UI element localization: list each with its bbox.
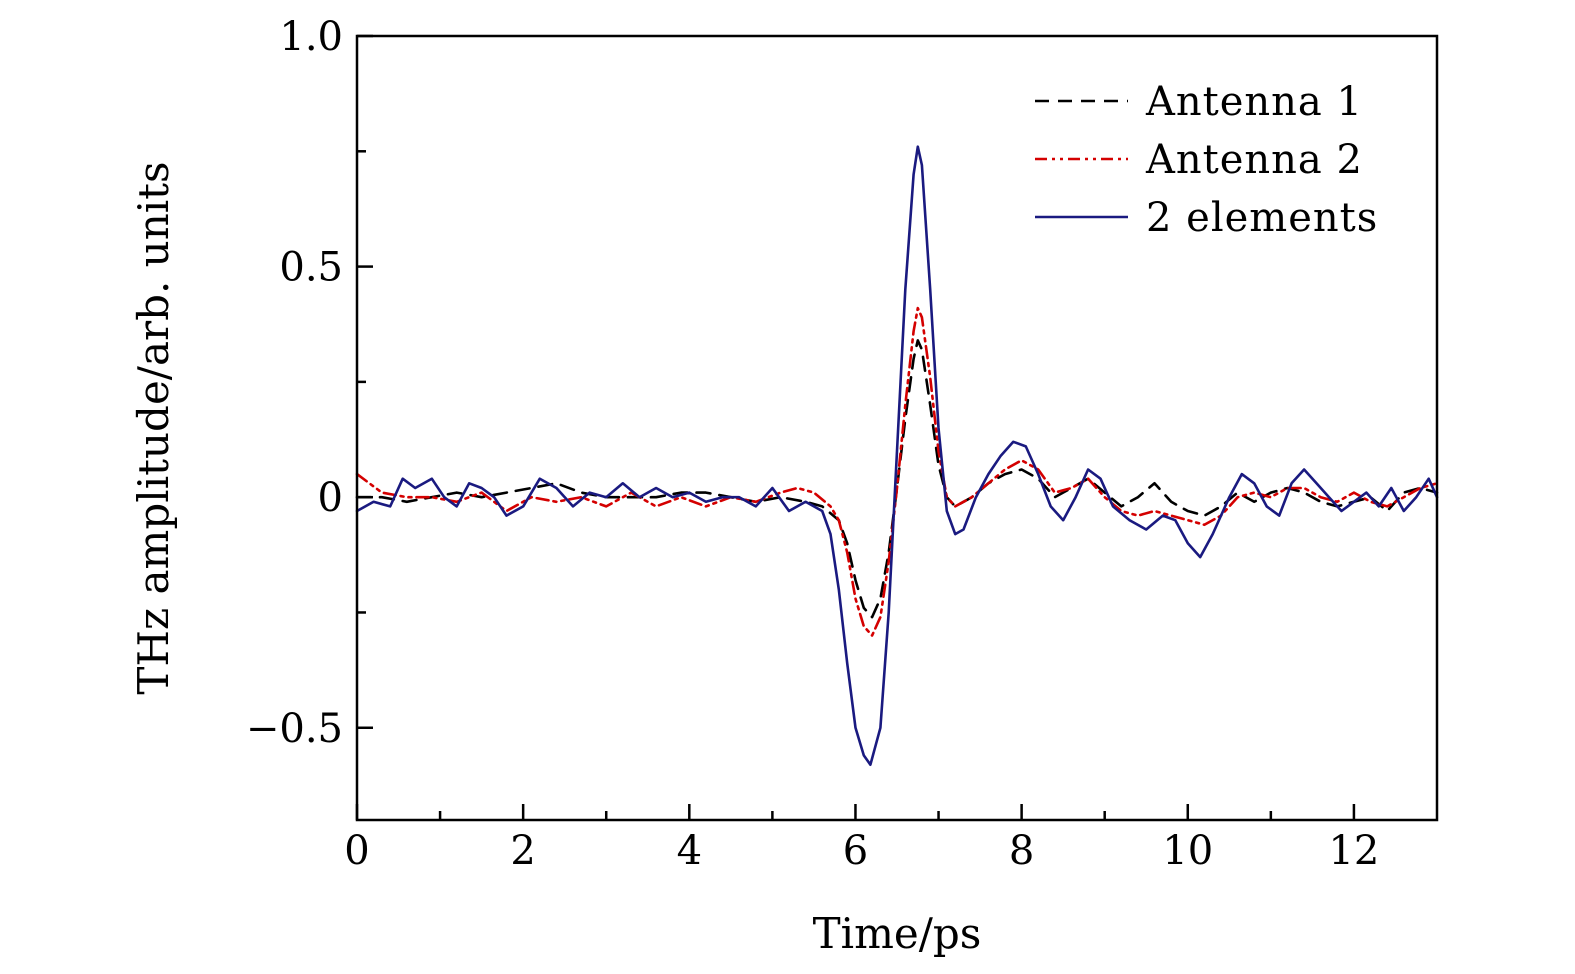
tick-labels-layer: 0 2 4 6 8 10 12 −0.5 0 0.5 1.0 [246, 14, 1380, 874]
legend-label-antenna-2: Antenna 2 [1145, 137, 1363, 183]
x-tick-label: 0 [344, 828, 369, 874]
series-line-2-elements [355, 145, 1439, 766]
y-tick-label: 0 [318, 475, 343, 521]
x-tick-label: 8 [1009, 828, 1034, 874]
legend: Antenna 1 Antenna 2 2 elements [1035, 79, 1378, 241]
series-layer [355, 145, 1439, 766]
x-tick-label: 2 [510, 828, 535, 874]
y-tick-label: −0.5 [246, 706, 343, 752]
y-tick-label: 1.0 [279, 14, 343, 60]
x-tick-label: 6 [843, 828, 868, 874]
series-line-antenna-1 [355, 339, 1439, 619]
x-tick-label: 12 [1328, 828, 1379, 874]
x-axis-label: Time/ps [813, 909, 982, 958]
ticks-layer [355, 34, 1356, 820]
legend-label-antenna-1: Antenna 1 [1145, 79, 1363, 125]
series-line-antenna-2 [355, 306, 1439, 637]
x-tick-label: 4 [677, 828, 702, 874]
plot-frame [355, 34, 1439, 822]
y-tick-label: 0.5 [279, 245, 343, 291]
legend-label-2-elements: 2 elements [1146, 195, 1378, 241]
y-axis-label: THz amplitude/arb. units [129, 161, 178, 694]
x-tick-label: 10 [1162, 828, 1213, 874]
